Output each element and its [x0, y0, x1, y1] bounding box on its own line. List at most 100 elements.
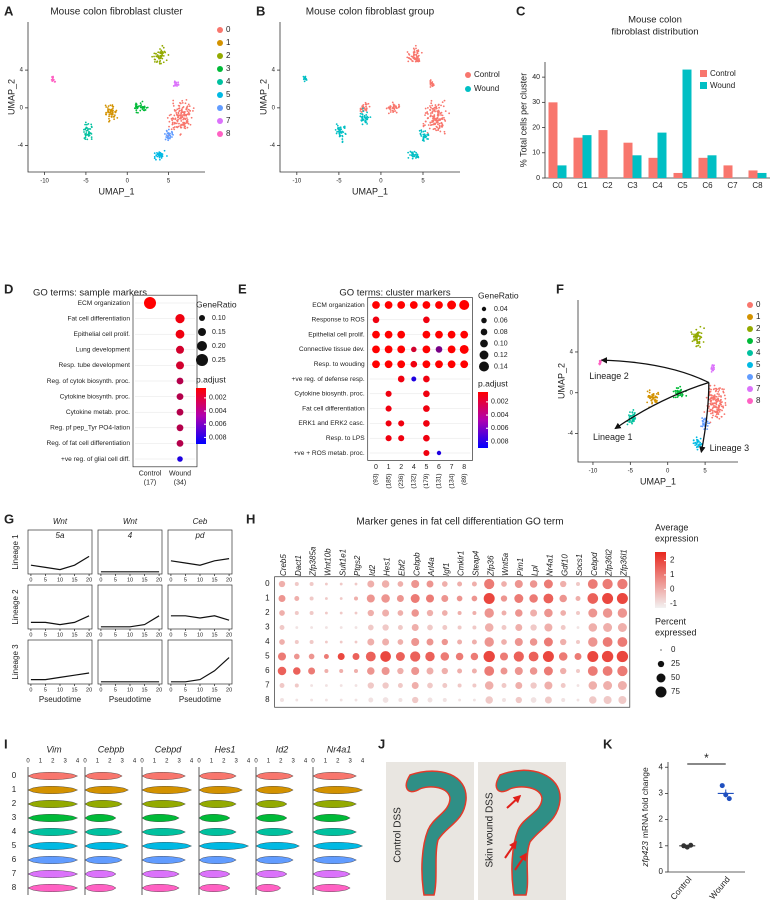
expr-dot — [501, 639, 507, 645]
panel-title: Mouse colon fibroblast group — [306, 7, 435, 18]
violin — [198, 870, 231, 878]
x-tick-label: 10 — [57, 632, 63, 638]
expr-dot — [588, 681, 598, 690]
x-tick-label: C8 — [752, 181, 763, 190]
cell-point — [171, 121, 174, 124]
expr-dot — [294, 596, 300, 601]
cell-point — [303, 80, 306, 83]
cell-point — [598, 360, 601, 363]
violin — [312, 786, 364, 794]
cell-point — [361, 123, 364, 126]
cell-point — [168, 125, 170, 128]
expr-dot — [279, 625, 285, 630]
cell-point — [111, 105, 114, 107]
expr-dot — [514, 666, 523, 676]
colorbar-label: 0.004 — [491, 412, 509, 419]
expr-dot — [309, 581, 314, 587]
lineage-arrow — [614, 381, 710, 430]
cell-point — [361, 105, 364, 108]
cell-point — [692, 442, 695, 445]
cell-point — [360, 111, 363, 113]
cell-point — [173, 114, 176, 117]
cell-point — [85, 132, 88, 134]
cell-point — [432, 119, 434, 122]
x-tick-label: 20 — [156, 632, 162, 638]
expr-dot — [471, 639, 477, 645]
expr-dot — [501, 697, 507, 703]
cell-point — [443, 118, 446, 121]
x-tick-label: 0 — [29, 687, 32, 693]
legend-label: 0.20 — [212, 343, 226, 350]
x-tick-label: 0 — [126, 179, 130, 185]
expr-dot — [425, 651, 435, 662]
cell-point — [710, 394, 713, 396]
expr-dot — [616, 593, 628, 604]
lineage-arrow — [699, 382, 710, 454]
gene-label: Id2 — [276, 744, 289, 754]
cell-point — [710, 388, 712, 391]
expr-dot — [323, 654, 329, 659]
cell-point — [655, 395, 658, 398]
cell-point — [108, 120, 110, 123]
cell-point — [412, 53, 415, 55]
cell-point — [416, 49, 418, 52]
go-dot — [384, 345, 393, 354]
cell-point — [113, 114, 116, 117]
gene-label: Socs1 — [575, 554, 584, 576]
expr-dot — [588, 637, 598, 647]
cell-point — [646, 401, 649, 404]
cell-point — [433, 118, 436, 120]
violin — [84, 856, 123, 864]
cell-point — [174, 118, 177, 121]
expr-dot — [381, 580, 390, 588]
x-tick-label: 0 — [374, 464, 378, 471]
gene-label: Wnt — [53, 517, 68, 526]
cell-point — [175, 112, 178, 114]
cell-point — [656, 399, 658, 402]
expr-dot — [588, 608, 598, 618]
cell-point — [428, 127, 431, 130]
cell-point — [304, 77, 306, 80]
go-dot — [176, 424, 184, 432]
go-dot — [436, 450, 442, 456]
expr-dot — [411, 609, 419, 617]
cell-point — [180, 114, 183, 117]
cell-point — [697, 445, 700, 448]
x-tick-label: -10 — [292, 179, 301, 185]
gene-label: Cebpb — [98, 744, 125, 754]
x-tick-label: 0 — [83, 759, 87, 765]
cell-point — [679, 394, 682, 397]
cell-point — [697, 331, 700, 334]
expr-dot — [588, 623, 598, 632]
x-tick-label: 6 — [437, 464, 441, 471]
legend-size — [481, 306, 487, 312]
row-label: Lineage 2 — [11, 589, 20, 625]
cell-point — [632, 409, 635, 411]
expr-dot — [381, 594, 390, 603]
cell-point — [715, 411, 718, 414]
cell-point — [165, 59, 168, 62]
cell-point — [700, 425, 702, 428]
cell-point — [417, 59, 420, 62]
cell-point — [52, 78, 55, 81]
cell-point — [84, 123, 87, 126]
go-dot — [422, 330, 431, 339]
cell-point — [650, 399, 653, 402]
cell-point — [420, 51, 423, 54]
cell-point — [411, 155, 414, 158]
gene-label: Creb5 — [279, 554, 288, 576]
cell-point — [709, 408, 712, 411]
legend-label: 0.08 — [494, 329, 508, 336]
cell-point — [184, 127, 187, 130]
violin — [141, 842, 193, 850]
go-dot — [460, 360, 469, 369]
cell-point — [172, 99, 175, 102]
cell-point — [626, 423, 629, 426]
x-tick-label: 0 — [29, 632, 32, 638]
colorbar-label: 0 — [670, 584, 675, 593]
cell-point — [436, 126, 439, 129]
term-label: Reg. of fat cell differentiation — [47, 440, 131, 447]
cell-point — [179, 101, 181, 104]
cell-point — [158, 158, 161, 161]
expr-dot — [575, 610, 581, 616]
